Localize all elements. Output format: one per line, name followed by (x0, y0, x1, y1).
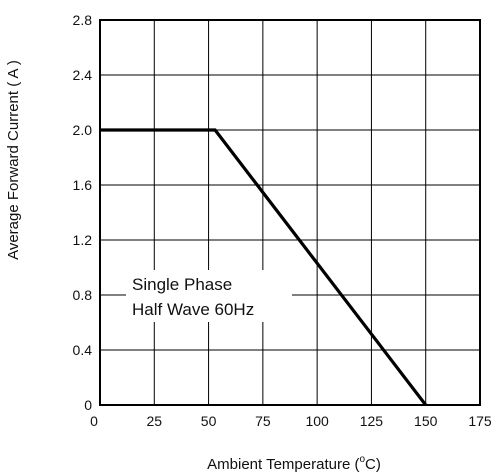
x-tick-label-3: 75 (255, 413, 271, 429)
y-tick-label-4: 1.6 (73, 177, 93, 193)
x-tick-label-1: 25 (146, 413, 162, 429)
y-tick-label-0: 0 (84, 397, 92, 413)
x-tick-label-7: 175 (468, 413, 492, 429)
y-axis-label: Average Forward Current ( A ) (5, 60, 22, 260)
y-tick-label-7: 2.8 (73, 12, 93, 28)
x-tick-label-0: 0 (90, 413, 98, 429)
plot-frame (99, 19, 481, 406)
annotation-line-1: Single Phase (132, 275, 232, 294)
y-tick-label-6: 2.4 (73, 67, 93, 83)
y-tick-label-5: 2.0 (73, 122, 93, 138)
x-axis-label-main: Ambient Temperature ( (207, 456, 359, 473)
x-tick-labels: 0 25 50 75 100 125 150 175 (90, 413, 492, 429)
x-axis-label: Ambient Temperature (oC) (207, 454, 381, 473)
y-tick-label-2: 0.8 (73, 287, 93, 303)
x-tick-label-5: 125 (360, 413, 384, 429)
grid-lines (100, 20, 480, 405)
x-axis-label-degree: o (359, 454, 365, 465)
y-tick-labels: 0 0.4 0.8 1.2 1.6 2.0 2.4 2.8 (73, 12, 93, 413)
annotation-line-2: Half Wave 60Hz (132, 300, 254, 319)
x-tick-label-2: 50 (201, 413, 217, 429)
annotation-background (126, 270, 292, 322)
y-tick-label-1: 0.4 (73, 342, 93, 358)
x-tick-label-6: 150 (414, 413, 438, 429)
y-tick-label-3: 1.2 (73, 232, 93, 248)
x-axis-label-unit: C) (365, 456, 381, 473)
series-line-0 (100, 128, 427, 406)
x-tick-label-4: 100 (305, 413, 329, 429)
series-group (100, 128, 427, 406)
